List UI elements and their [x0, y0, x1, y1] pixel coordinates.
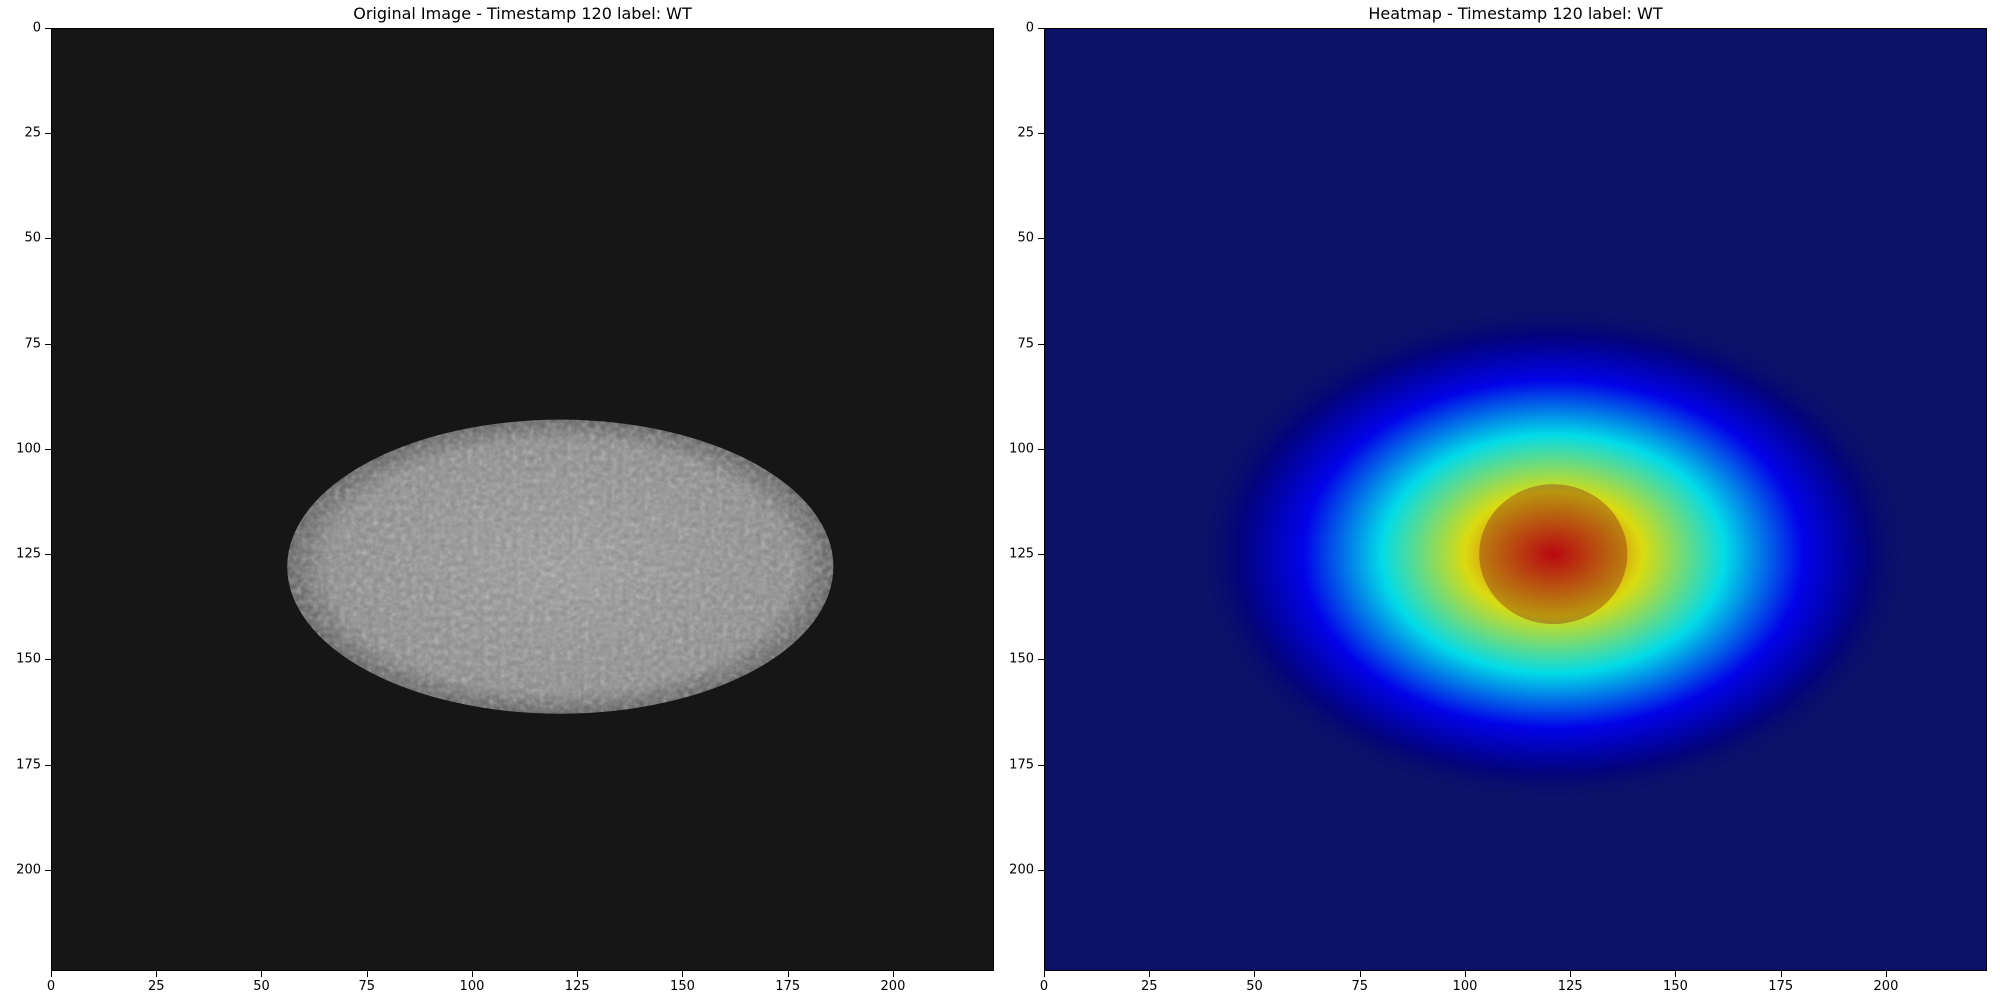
x-tick-label: 100: [459, 979, 485, 994]
y-tick-label: 75: [1017, 336, 1034, 352]
x-tick-label: 75: [358, 979, 376, 994]
original-image-canvas: [52, 29, 993, 970]
y-tick-label: 100: [1009, 441, 1034, 457]
y-tick-mark: [45, 554, 51, 556]
y-tick-label: 0: [32, 20, 41, 36]
x-tick-label: 0: [1039, 979, 1049, 994]
x-tick-mark: [577, 971, 579, 977]
x-tick-label: 175: [775, 979, 801, 994]
y-tick-label: 200: [1009, 862, 1034, 878]
y-tick-mark: [1038, 448, 1044, 450]
y-tick-mark: [45, 343, 51, 345]
x-tick-label: 125: [1557, 979, 1583, 994]
x-tick-label: 100: [1452, 979, 1478, 994]
y-tick-mark: [45, 659, 51, 661]
x-tick-mark: [682, 971, 684, 977]
x-tick-mark: [1885, 971, 1887, 977]
x-tick-mark: [1675, 971, 1677, 977]
y-tick-mark: [1038, 554, 1044, 556]
x-tick-mark: [1149, 971, 1151, 977]
y-tick-label: 50: [1017, 230, 1034, 246]
y-tick-mark: [45, 764, 51, 766]
y-tick-mark: [1038, 238, 1044, 240]
y-tick-label: 200: [16, 862, 41, 878]
x-tick-label: 125: [564, 979, 590, 994]
x-tick-mark: [892, 971, 894, 977]
x-tick-mark: [1464, 971, 1466, 977]
y-tick-label: 50: [24, 230, 41, 246]
x-tick-mark: [1044, 971, 1045, 977]
y-tick-label: 175: [1009, 757, 1034, 773]
heatmap-title: Heatmap - Timestamp 120 label: WT: [1368, 4, 1663, 23]
x-tick-label: 150: [670, 979, 695, 994]
y-tick-label: 100: [16, 441, 41, 457]
y-tick-label: 150: [16, 651, 41, 667]
y-tick-label: 0: [1025, 20, 1034, 36]
x-tick-label: 75: [1351, 979, 1369, 994]
y-tick-label: 75: [24, 336, 41, 352]
x-tick-mark: [156, 971, 158, 977]
x-tick-label: 25: [147, 979, 165, 994]
y-tick-mark: [45, 28, 51, 29]
y-tick-label: 125: [16, 546, 41, 562]
original-image-plot: [51, 28, 994, 971]
y-tick-mark: [1038, 659, 1044, 661]
y-tick-mark: [1038, 343, 1044, 345]
y-tick-label: 175: [16, 757, 41, 773]
x-tick-label: 50: [253, 979, 270, 994]
x-tick-mark: [1780, 971, 1782, 977]
y-tick-label: 25: [1017, 125, 1034, 141]
x-tick-mark: [366, 971, 368, 977]
x-tick-mark: [1570, 971, 1572, 977]
x-tick-mark: [51, 971, 52, 977]
y-tick-mark: [45, 448, 51, 450]
cell-texture: [287, 419, 834, 714]
x-tick-label: 200: [1873, 979, 1899, 994]
y-tick-mark: [45, 869, 51, 871]
heatmap-canvas: [1045, 29, 1986, 970]
x-tick-mark: [471, 971, 473, 977]
y-tick-label: 125: [1009, 546, 1034, 562]
y-tick-mark: [1038, 764, 1044, 766]
y-tick-mark: [1038, 28, 1044, 29]
heatmap-plot: [1044, 28, 1987, 971]
x-tick-label: 0: [46, 979, 56, 994]
y-tick-mark: [45, 238, 51, 240]
x-tick-mark: [787, 971, 789, 977]
x-tick-mark: [261, 971, 263, 977]
heatmap-hotspot: [1196, 305, 1911, 803]
x-tick-label: 25: [1140, 979, 1158, 994]
x-tick-label: 50: [1246, 979, 1263, 994]
y-tick-label: 150: [1009, 651, 1034, 667]
original-image-title: Original Image - Timestamp 120 label: WT: [353, 4, 692, 23]
y-tick-mark: [1038, 869, 1044, 871]
x-tick-label: 150: [1663, 979, 1688, 994]
x-tick-label: 175: [1768, 979, 1794, 994]
x-tick-label: 200: [880, 979, 906, 994]
y-tick-mark: [1038, 133, 1044, 135]
y-tick-label: 25: [24, 125, 41, 141]
x-tick-mark: [1254, 971, 1256, 977]
x-tick-mark: [1359, 971, 1361, 977]
heatmap-core: [1479, 484, 1628, 625]
y-tick-mark: [45, 133, 51, 135]
